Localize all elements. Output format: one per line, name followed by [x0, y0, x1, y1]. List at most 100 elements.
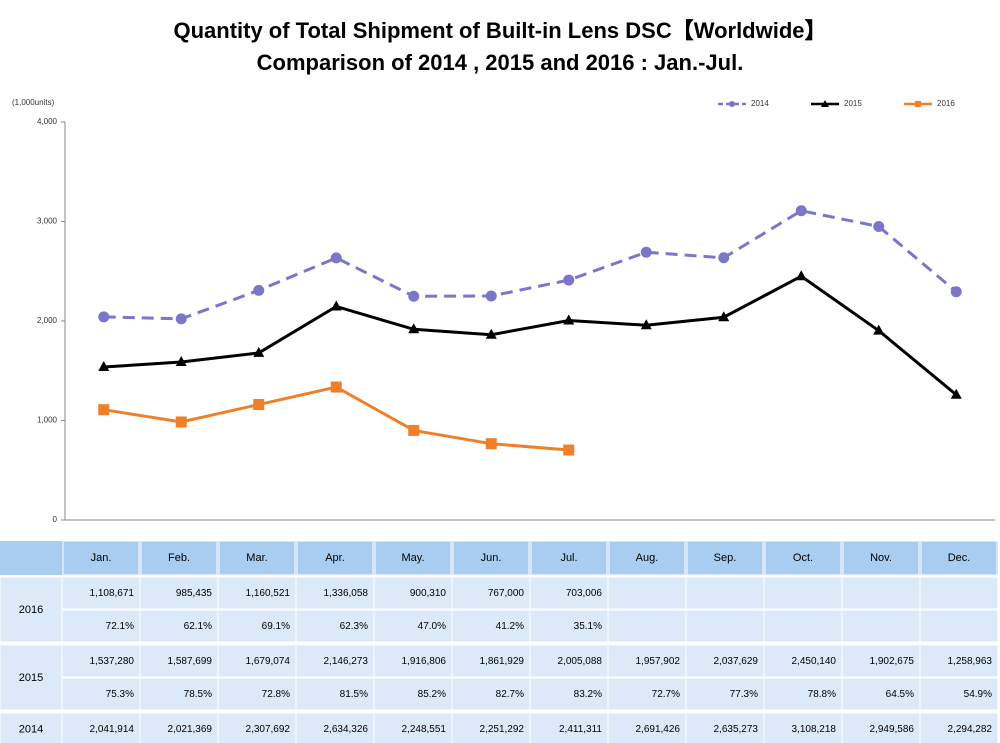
point	[563, 444, 575, 456]
table-cell	[373, 609, 453, 643]
table-cell	[607, 677, 687, 711]
value-cell: 2,949,586	[870, 724, 915, 735]
table-cell	[373, 644, 453, 678]
legend-label: 2014	[751, 99, 769, 108]
table-cell	[451, 677, 531, 711]
value-cell: 3,108,218	[792, 724, 837, 735]
value-cell: 2,037,629	[714, 656, 759, 667]
ratio-cell: 54.9%	[964, 689, 992, 700]
header-cell	[62, 540, 140, 576]
y-tick-label: 3,000	[37, 217, 58, 226]
point	[330, 381, 342, 393]
series-line	[103, 209, 958, 321]
value-cell: 985,435	[176, 588, 213, 599]
chart-subtitle: Comparison of 2014 , 2015 and 2016 : Jan…	[257, 50, 744, 75]
row-label: 2014	[19, 723, 43, 735]
table-cell	[919, 677, 999, 711]
table-cell	[373, 712, 453, 743]
ratio-cell: 64.5%	[886, 689, 914, 700]
point	[330, 252, 342, 264]
table-cell	[607, 576, 687, 610]
value-cell: 1,861,929	[480, 656, 525, 667]
header-cell	[920, 540, 998, 576]
table-cell	[217, 712, 297, 743]
point	[408, 424, 420, 436]
point	[175, 356, 187, 367]
table-cell	[61, 609, 141, 643]
ratio-cell: 81.5%	[340, 689, 368, 700]
header-cell	[218, 540, 296, 576]
y-axis-label: (1,000units)	[12, 98, 55, 107]
series-line	[103, 385, 569, 452]
value-cell: 2,146,273	[324, 656, 369, 667]
header-cell	[374, 540, 452, 576]
value-cell: 1,258,963	[948, 656, 993, 667]
ratio-cell: 47.0%	[418, 621, 446, 632]
point	[950, 286, 962, 298]
table-cell	[607, 609, 687, 643]
table-cell	[451, 609, 531, 643]
table-cell	[685, 712, 765, 743]
chart-title: Quantity of Total Shipment of Built-in L…	[173, 18, 826, 43]
table-cell	[295, 609, 375, 643]
point	[253, 346, 265, 357]
table-cell	[529, 712, 609, 743]
header-cell	[452, 540, 530, 576]
value-cell: 2,307,692	[246, 724, 291, 735]
ratio-cell: 78.8%	[808, 689, 836, 700]
table-cell	[139, 644, 219, 678]
header-label: Jun.	[481, 552, 502, 564]
point	[330, 300, 342, 311]
table-cell	[61, 576, 141, 610]
value-cell: 703,006	[566, 588, 603, 599]
row-label: 2016	[19, 604, 43, 616]
series-line	[103, 274, 958, 396]
ratio-cell: 41.2%	[496, 621, 524, 632]
header-label: Feb.	[168, 552, 190, 564]
point	[950, 388, 962, 399]
value-cell: 1,902,675	[870, 656, 915, 667]
table-cell	[919, 644, 999, 678]
table-cell	[217, 609, 297, 643]
header-label: Nov.	[870, 552, 892, 564]
value-cell: 1,679,074	[246, 656, 291, 667]
point	[795, 205, 807, 217]
header-label: May.	[401, 552, 424, 564]
legend-marker	[821, 100, 829, 107]
table-cell	[139, 712, 219, 743]
header-label: Jul.	[560, 552, 577, 564]
value-cell: 1,957,902	[636, 656, 681, 667]
table-cell	[451, 712, 531, 743]
point	[563, 314, 575, 325]
header-label: Jan.	[91, 552, 112, 564]
y-tick-label: 4,000	[37, 117, 58, 126]
value-cell: 900,310	[410, 588, 447, 599]
value-cell: 2,691,426	[636, 724, 681, 735]
table-cell	[685, 609, 765, 643]
table-cell	[61, 712, 141, 743]
point	[640, 319, 652, 330]
header-cell	[764, 540, 842, 576]
table-cell	[217, 677, 297, 711]
table-cell	[529, 677, 609, 711]
table-cell	[139, 576, 219, 610]
value-cell: 2,294,282	[948, 724, 993, 735]
ratio-cell: 62.1%	[184, 621, 212, 632]
ratio-cell: 83.2%	[574, 689, 602, 700]
table-cell	[763, 609, 843, 643]
y-tick-label: 0	[53, 515, 58, 524]
value-cell: 2,411,311	[559, 724, 602, 735]
header-cell	[686, 540, 764, 576]
table-cell	[139, 609, 219, 643]
header-label: Dec.	[948, 552, 971, 564]
ratio-cell: 85.2%	[418, 689, 446, 700]
value-cell: 1,108,671	[90, 588, 135, 599]
table-cell	[763, 677, 843, 711]
ratio-cell: 35.1%	[574, 621, 602, 632]
ratio-cell: 72.8%	[262, 689, 290, 700]
legend-marker	[729, 101, 735, 107]
y-tick-label: 1,000	[37, 416, 58, 425]
header-label: Mar.	[246, 552, 267, 564]
table-cell	[295, 677, 375, 711]
